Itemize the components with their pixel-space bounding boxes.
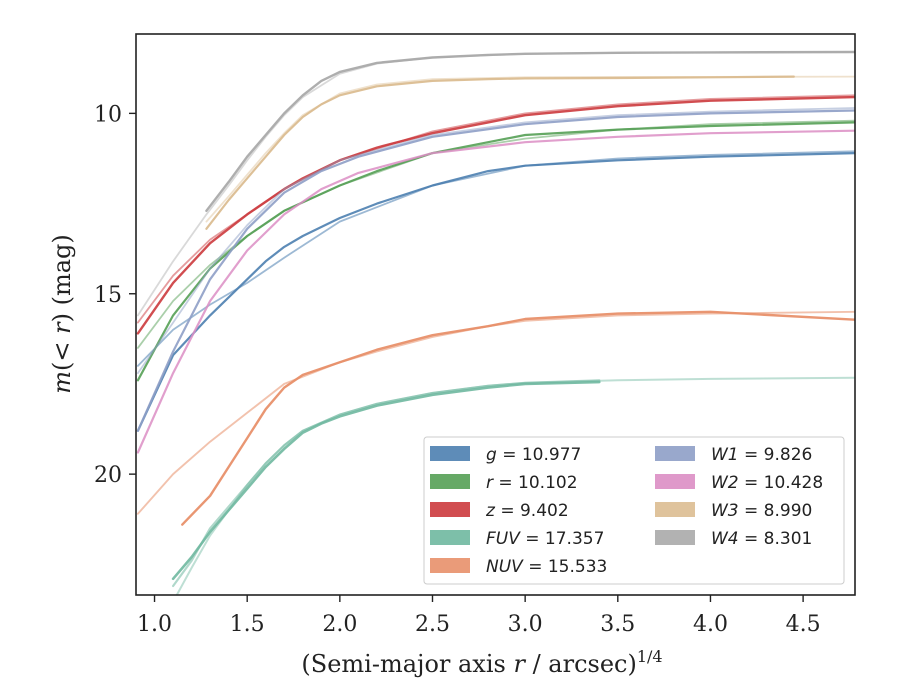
x-tick-label: 1.0 [137, 612, 172, 637]
series-layer [136, 50, 855, 595]
legend: g = 10.977 r = 10.102 z = 9.402 FUV = 17.35… [423, 436, 845, 585]
legend-label-z: z = 9.402 [485, 501, 569, 521]
legend-label-g: g = 10.977 [486, 445, 581, 465]
series-line-fuv-8 [175, 376, 855, 595]
series-line-w4-17 [137, 51, 855, 317]
legend-label-w2: W2 = 10.428 [711, 473, 823, 493]
series-line-w2-13 [136, 129, 855, 454]
y-axis: 10 15 20 [94, 102, 136, 488]
legend-swatch-w2 [655, 474, 695, 489]
legend-box [423, 436, 845, 585]
legend-swatch-z [430, 502, 470, 517]
y-axis-label: m(< r) (mag) [48, 234, 76, 394]
x-tick-label: 3.5 [600, 612, 635, 637]
series-line-g-0 [136, 152, 855, 432]
legend-swatch-w4 [655, 530, 695, 545]
plot-frame [135, 33, 856, 596]
series-line-w3-14 [205, 75, 795, 230]
series-line-w3-15 [205, 75, 855, 223]
series-line-fuv-6 [171, 380, 601, 581]
legend-label-r: r = 10.102 [486, 473, 578, 493]
legend-label-fuv: FUV = 17.357 [486, 529, 604, 549]
x-tick-label: 2.5 [415, 612, 450, 637]
legend-label-w1: W1 = 9.826 [711, 445, 812, 465]
legend-label-nuv: NUV = 15.533 [486, 557, 607, 577]
x-tick-label: 4.5 [786, 612, 821, 637]
legend-label-w3: W3 = 8.990 [711, 501, 812, 521]
legend-swatch-w3 [655, 502, 695, 517]
x-tick-label: 1.5 [230, 612, 265, 637]
legend-swatch-nuv [430, 558, 470, 573]
legend-swatch-fuv [430, 530, 470, 545]
legend-swatch-g [430, 446, 470, 461]
x-axis: 1.0 1.5 2.0 2.5 3.0 3.5 4.0 4.5 [137, 595, 821, 637]
series-line-r-3 [137, 119, 855, 349]
y-tick-label: 15 [94, 283, 122, 308]
y-tick-label: 20 [94, 463, 122, 488]
legend-label-w4: W4 = 8.301 [711, 529, 812, 549]
series-line-w1-11 [136, 109, 855, 432]
legend-swatch-r [430, 474, 470, 489]
series-line-g-1 [137, 150, 855, 367]
x-axis-label: (Semi-major axis r / arcsec)1/4 [301, 647, 662, 678]
series-line-w4-16 [205, 50, 855, 212]
series-line-z-5 [137, 94, 855, 324]
legend-swatch-w1 [655, 446, 695, 461]
series-line-nuv-10 [136, 310, 855, 515]
x-tick-label: 2.0 [322, 612, 357, 637]
x-tick-label: 3.0 [508, 612, 543, 637]
series-line-w1-12 [137, 107, 855, 374]
y-tick-label: 10 [94, 102, 122, 127]
x-tick-label: 4.0 [693, 612, 728, 637]
series-line-fuv-7 [172, 379, 601, 588]
